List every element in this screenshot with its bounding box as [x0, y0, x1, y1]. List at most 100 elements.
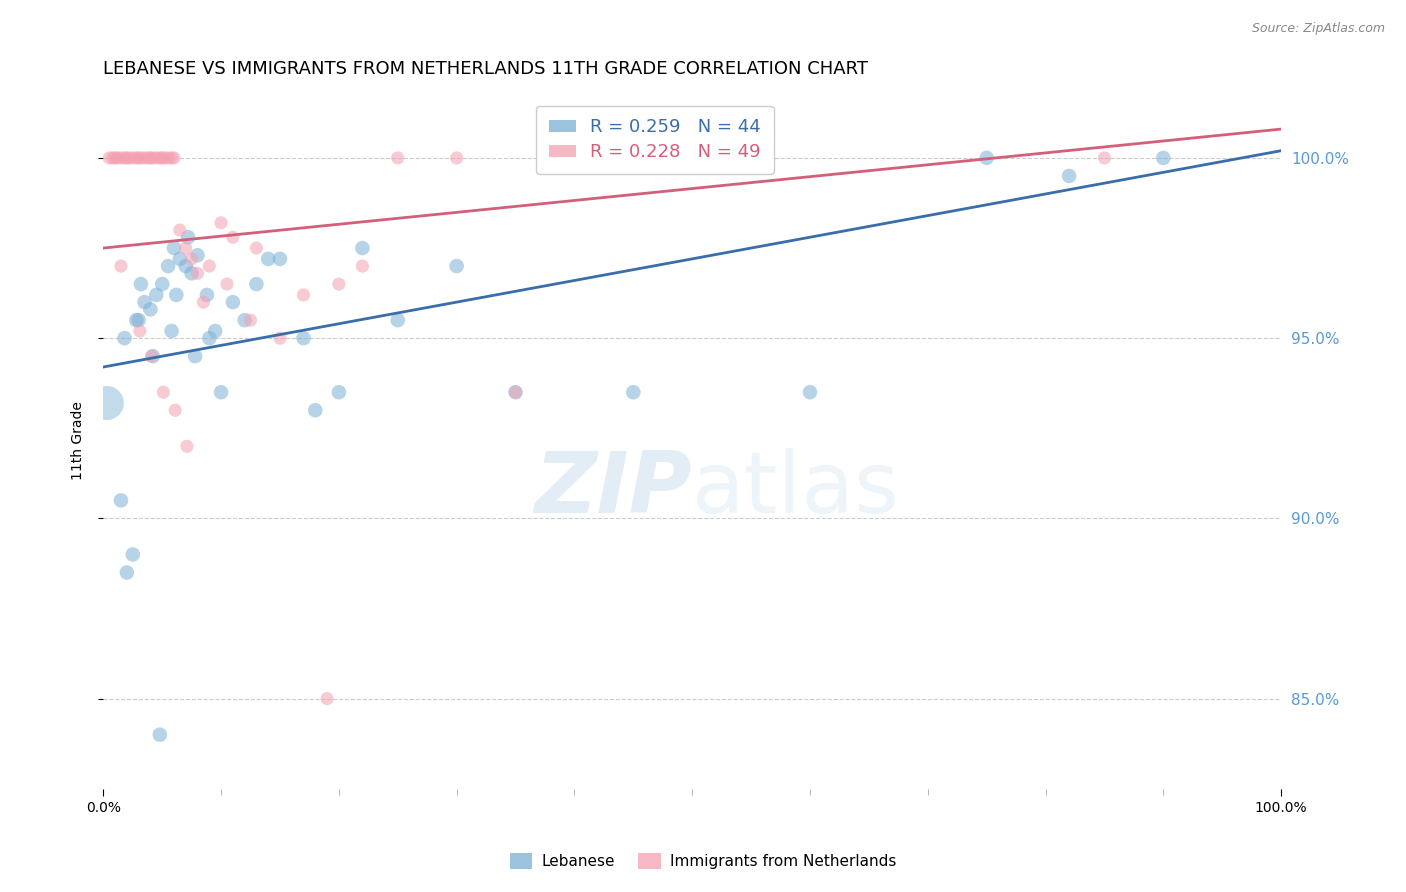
Point — [352, 259, 374, 273]
Point — [352, 241, 374, 255]
Point — [169, 252, 191, 266]
Point — [107, 151, 129, 165]
Point — [209, 385, 232, 400]
Point — [160, 151, 183, 165]
Point — [177, 230, 200, 244]
Point — [163, 241, 186, 255]
Point — [799, 385, 821, 400]
Point — [121, 151, 143, 165]
Point — [387, 151, 409, 165]
Point — [245, 277, 267, 291]
Point — [233, 313, 256, 327]
Point — [186, 248, 208, 262]
Point — [134, 295, 156, 310]
Point — [621, 385, 644, 400]
Point — [160, 324, 183, 338]
Legend: R = 0.259   N = 44, R = 0.228   N = 49: R = 0.259 N = 44, R = 0.228 N = 49 — [536, 105, 773, 174]
Point — [157, 151, 180, 165]
Point — [149, 151, 172, 165]
Y-axis label: 11th Grade: 11th Grade — [72, 401, 86, 480]
Point — [153, 151, 176, 165]
Point — [184, 349, 207, 363]
Point — [209, 216, 232, 230]
Point — [110, 151, 132, 165]
Point — [115, 566, 138, 580]
Point — [125, 313, 148, 327]
Point — [142, 151, 165, 165]
Point — [134, 151, 156, 165]
Point — [186, 266, 208, 280]
Point — [129, 151, 152, 165]
Point — [145, 288, 167, 302]
Point — [121, 548, 143, 562]
Point — [387, 313, 409, 327]
Point — [304, 403, 326, 417]
Point — [176, 439, 198, 453]
Point — [142, 349, 165, 363]
Point — [150, 277, 173, 291]
Point — [328, 385, 350, 400]
Point — [257, 252, 280, 266]
Point — [222, 295, 245, 310]
Point — [96, 396, 118, 410]
Point — [129, 277, 152, 291]
Point — [174, 259, 197, 273]
Legend: Lebanese, Immigrants from Netherlands: Lebanese, Immigrants from Netherlands — [503, 847, 903, 875]
Point — [114, 331, 136, 345]
Point — [165, 288, 187, 302]
Point — [1057, 169, 1080, 183]
Point — [328, 277, 350, 291]
Point — [165, 403, 187, 417]
Point — [110, 259, 132, 273]
Point — [446, 259, 468, 273]
Point — [163, 151, 186, 165]
Point — [204, 324, 226, 338]
Point — [150, 151, 173, 165]
Point — [505, 385, 527, 400]
Point — [104, 151, 127, 165]
Point — [118, 151, 141, 165]
Point — [114, 151, 136, 165]
Point — [195, 288, 218, 302]
Point — [101, 151, 124, 165]
Text: atlas: atlas — [692, 448, 900, 531]
Point — [180, 252, 202, 266]
Point — [115, 151, 138, 165]
Point — [152, 385, 174, 400]
Point — [125, 151, 148, 165]
Point — [222, 230, 245, 244]
Point — [169, 223, 191, 237]
Point — [239, 313, 262, 327]
Point — [136, 151, 159, 165]
Point — [505, 385, 527, 400]
Point — [292, 331, 315, 345]
Point — [149, 728, 172, 742]
Point — [139, 151, 162, 165]
Point — [141, 349, 163, 363]
Point — [198, 331, 221, 345]
Point — [1094, 151, 1116, 165]
Point — [98, 151, 121, 165]
Point — [1152, 151, 1174, 165]
Point — [128, 313, 150, 327]
Point — [193, 295, 215, 310]
Point — [446, 151, 468, 165]
Point — [316, 691, 339, 706]
Point — [269, 331, 291, 345]
Text: ZIP: ZIP — [534, 448, 692, 531]
Point — [245, 241, 267, 255]
Point — [198, 259, 221, 273]
Point — [269, 252, 291, 266]
Point — [139, 302, 162, 317]
Point — [180, 266, 202, 280]
Point — [110, 493, 132, 508]
Point — [145, 151, 167, 165]
Point — [157, 259, 180, 273]
Point — [128, 151, 150, 165]
Point — [174, 241, 197, 255]
Text: LEBANESE VS IMMIGRANTS FROM NETHERLANDS 11TH GRADE CORRELATION CHART: LEBANESE VS IMMIGRANTS FROM NETHERLANDS … — [103, 60, 869, 78]
Point — [128, 324, 150, 338]
Text: Source: ZipAtlas.com: Source: ZipAtlas.com — [1251, 22, 1385, 36]
Point — [215, 277, 238, 291]
Point — [976, 151, 998, 165]
